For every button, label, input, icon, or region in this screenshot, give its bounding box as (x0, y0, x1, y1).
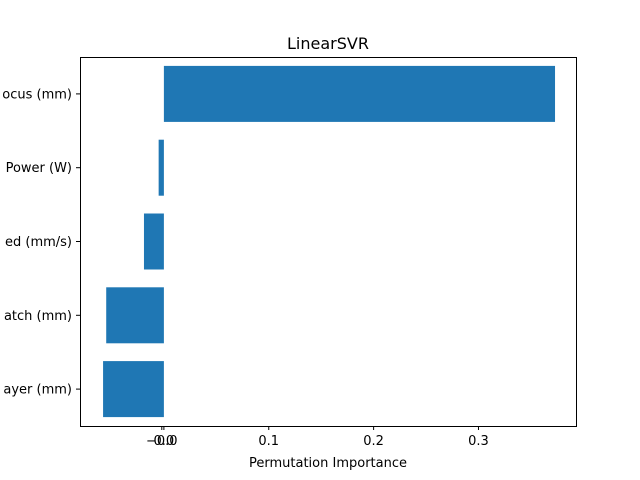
bars-group (103, 65, 556, 418)
bar-2 (143, 213, 164, 270)
x-ticks-group: 0.0 0.1 0.2 0.3 −0.0 (146, 426, 489, 449)
x-tick-label-2: 0.2 (363, 434, 384, 449)
bar-1 (158, 139, 164, 196)
chart-title: LinearSVR (287, 34, 369, 53)
plot-frame (80, 57, 577, 427)
x-tick-label-1: 0.1 (258, 434, 279, 449)
bar-4 (103, 361, 164, 418)
x-tick-label-extra-0: −0.0 (146, 434, 178, 449)
y-tick-label-4: ayer (mm) (3, 383, 72, 398)
x-axis-label: Permutation Importance (249, 456, 407, 471)
y-tick-label-1: Power (W) (6, 161, 72, 176)
x-tick-label-0: 0.0 (154, 434, 175, 449)
bar-0 (163, 65, 556, 122)
y-tick-label-0: ocus (mm) (2, 87, 72, 102)
x-tick-label-3: 0.3 (468, 434, 489, 449)
y-tick-label-2: ed (mm/s) (5, 235, 72, 250)
y-ticks-group: ocus (mm) Power (W) ed (mm/s) atch (mm) ayer… (2, 87, 80, 398)
bar-3 (106, 287, 164, 344)
y-tick-label-3: atch (mm) (4, 309, 72, 324)
